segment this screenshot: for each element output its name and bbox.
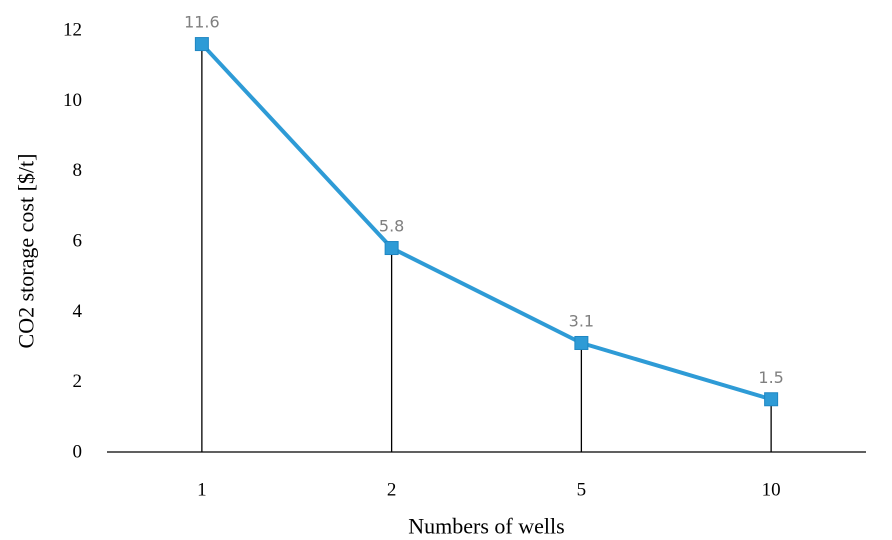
y-axis-ticks: 0 2 4 6 8 10 12 [63, 20, 83, 463]
y-tick-label: 4 [73, 301, 83, 322]
x-tick-label: 1 [197, 480, 207, 501]
data-label: 11.6 [184, 13, 220, 32]
data-label: 3.1 [569, 311, 594, 330]
data-point-marker [764, 392, 779, 407]
x-axis-ticks: 1 2 5 10 [197, 480, 781, 501]
y-tick-label: 2 [73, 371, 83, 392]
y-tick-label: 12 [63, 20, 82, 41]
data-labels: 11.6 5.8 3.1 1.5 [184, 13, 784, 387]
data-point-marker [574, 335, 589, 350]
data-point-marker [194, 37, 209, 52]
y-tick-label: 6 [73, 231, 83, 252]
x-tick-label: 5 [577, 480, 587, 501]
y-tick-label: 10 [63, 90, 82, 111]
y-tick-label: 0 [73, 442, 83, 463]
x-tick-label: 10 [762, 480, 781, 501]
series-line [199, 42, 774, 402]
x-tick-label: 2 [387, 480, 397, 501]
data-label: 5.8 [379, 217, 404, 236]
data-point-marker [384, 241, 399, 256]
drop-lines [201, 44, 772, 452]
data-label: 1.5 [758, 368, 783, 387]
y-axis-title: CO2 storage cost [$/t] [14, 154, 39, 349]
x-axis-title: Numbers of wells [408, 514, 564, 539]
y-tick-label: 8 [73, 160, 83, 181]
series-markers [194, 37, 779, 407]
